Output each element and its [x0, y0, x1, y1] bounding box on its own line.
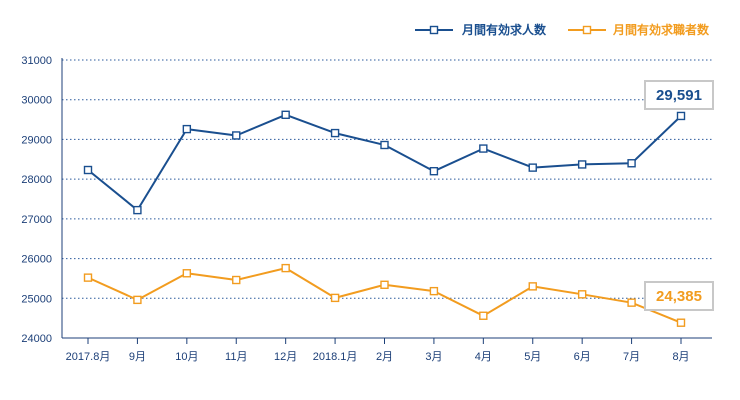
- data-point: [380, 140, 389, 150]
- callout-value: 24,385: [656, 288, 702, 305]
- callout-box: [644, 281, 714, 311]
- y-tick-labels: 24000 25000 26000 27000 28000 29000 30000 31000: [21, 55, 52, 345]
- data-point: [83, 165, 93, 175]
- x-tick-label: 5月: [524, 351, 541, 363]
- legend: 月間有効求人数 月間有効求職者数: [415, 22, 710, 37]
- data-point: [281, 263, 290, 273]
- data-point: [133, 205, 142, 215]
- x-tick-label: 11月: [225, 351, 247, 363]
- legend-marker: [429, 25, 439, 35]
- x-tick-label: 2018.1月: [313, 351, 358, 363]
- data-point: [182, 269, 192, 278]
- data-point: [330, 293, 340, 303]
- legend-item-2: 月間有効求職者数: [568, 22, 710, 37]
- y-tick-label: 28000: [21, 174, 52, 186]
- data-point: [479, 311, 488, 320]
- series-lines: [83, 110, 686, 327]
- series-line: [87, 267, 682, 324]
- x-tick-label: 12月: [274, 351, 297, 363]
- data-point: [281, 110, 290, 120]
- x-tick-label: 4月: [475, 351, 492, 363]
- legend-item-1: 月間有効求人数: [415, 22, 547, 37]
- x-tick-label: 9月: [129, 351, 146, 363]
- x-tick-label: 7月: [623, 351, 640, 363]
- y-tick-label: 30000: [21, 95, 52, 107]
- data-point: [479, 144, 488, 153]
- data-point: [182, 124, 192, 134]
- callout-box: [644, 80, 714, 110]
- data-point: [528, 282, 537, 291]
- series-2: [83, 263, 686, 327]
- data-point: [429, 166, 439, 176]
- data-point: [627, 159, 636, 168]
- y-tick-label: 25000: [21, 293, 52, 305]
- callouts: 29,591 24,385: [644, 80, 714, 311]
- data-point: [330, 128, 340, 138]
- callout-value: 29,591: [656, 87, 702, 104]
- y-tick-label: 29000: [21, 134, 52, 146]
- data-point: [577, 160, 587, 169]
- x-tick-label: 3月: [425, 351, 442, 363]
- data-point: [627, 298, 636, 307]
- series-1: [83, 110, 686, 215]
- data-point: [577, 290, 587, 299]
- data-point: [380, 280, 389, 289]
- data-point: [676, 318, 686, 327]
- y-tick-label: 24000: [21, 333, 52, 345]
- y-tick-label: 27000: [21, 214, 52, 226]
- axes: [61, 58, 712, 344]
- data-point: [429, 286, 439, 296]
- data-point: [528, 163, 537, 172]
- legend-label: 月間有効求人数: [461, 22, 547, 37]
- legend-label: 月間有効求職者数: [612, 22, 710, 37]
- x-tick-label: 8月: [672, 351, 689, 363]
- data-point: [232, 131, 241, 140]
- callout-2: 24,385: [644, 281, 714, 311]
- grid-lines: [62, 59, 712, 299]
- y-tick-label: 26000: [21, 254, 52, 266]
- data-point: [232, 275, 241, 285]
- data-point: [676, 111, 686, 121]
- x-tick-labels: 2017.8月 9月 10月 11月 12月 2018.1月 2月 3月 4月 5月 6月 7月 8月: [66, 351, 690, 363]
- data-point: [133, 295, 142, 305]
- y-tick-label: 31000: [21, 55, 52, 67]
- x-tick-label: 2017.8月: [66, 351, 111, 363]
- data-point: [83, 273, 93, 282]
- series-line: [87, 113, 682, 212]
- x-tick-label: 6月: [574, 351, 591, 363]
- x-tick-label: 10月: [175, 351, 198, 363]
- callout-1: 29,591: [644, 80, 714, 110]
- x-tick-label: 2月: [376, 351, 393, 363]
- legend-marker: [582, 25, 592, 35]
